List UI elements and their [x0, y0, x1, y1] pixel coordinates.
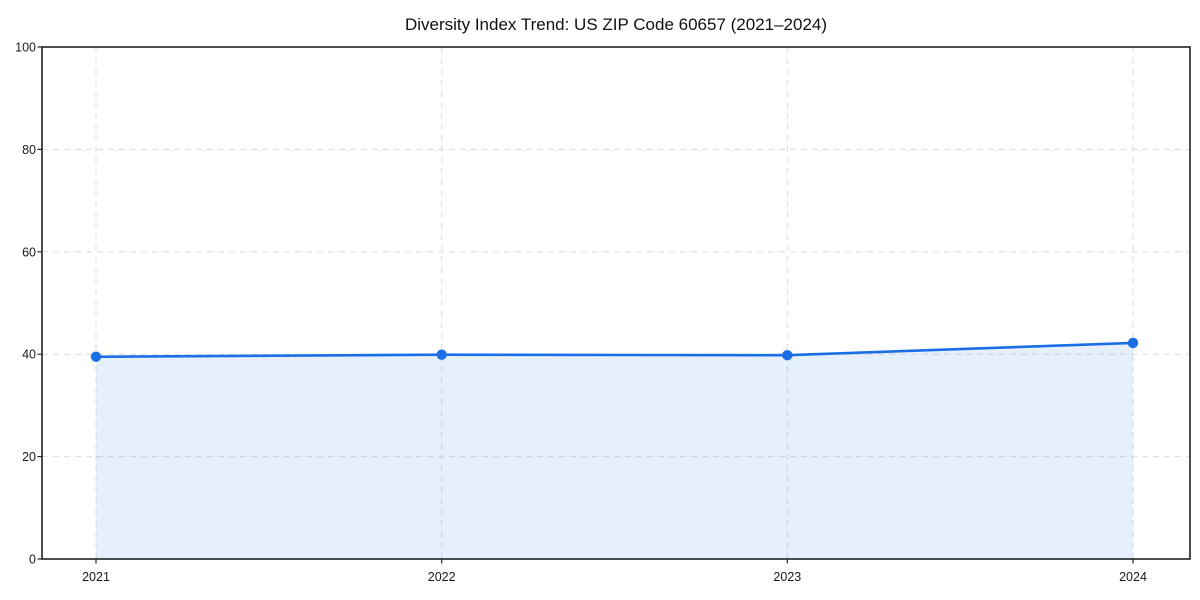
data-point-marker	[90, 351, 102, 362]
y-tick-label: 40	[22, 348, 36, 362]
x-tick-labels: 2021 2022 2023 2024	[82, 570, 1147, 584]
trend-line	[94, 341, 1135, 359]
y-tick-label: 80	[22, 143, 36, 157]
chart-title: Diversity Index Trend: US ZIP Code 60657…	[405, 15, 827, 34]
area-path	[96, 342, 1133, 559]
data-point-markers	[90, 337, 1139, 362]
data-point-marker	[436, 349, 447, 360]
y-tick-label: 0	[29, 553, 36, 567]
y-tick-labels: 0 20 40 60 80 100	[15, 41, 36, 567]
y-tick-label: 60	[22, 245, 36, 259]
x-tick-label: 2023	[773, 570, 801, 584]
x-tick-label: 2024	[1119, 570, 1147, 584]
y-tick-label: 20	[22, 450, 36, 464]
plot-border-rect	[41, 46, 1191, 560]
line-path	[94, 341, 1135, 359]
axis-ticks	[37, 46, 1134, 564]
x-tick-label: 2021	[82, 570, 110, 584]
plot-border	[41, 46, 1191, 560]
area-fill	[96, 342, 1133, 559]
x-tick-label: 2022	[428, 570, 456, 584]
data-point-marker	[782, 350, 793, 361]
y-tick-label: 100	[15, 41, 36, 55]
data-point-marker	[1127, 337, 1139, 349]
